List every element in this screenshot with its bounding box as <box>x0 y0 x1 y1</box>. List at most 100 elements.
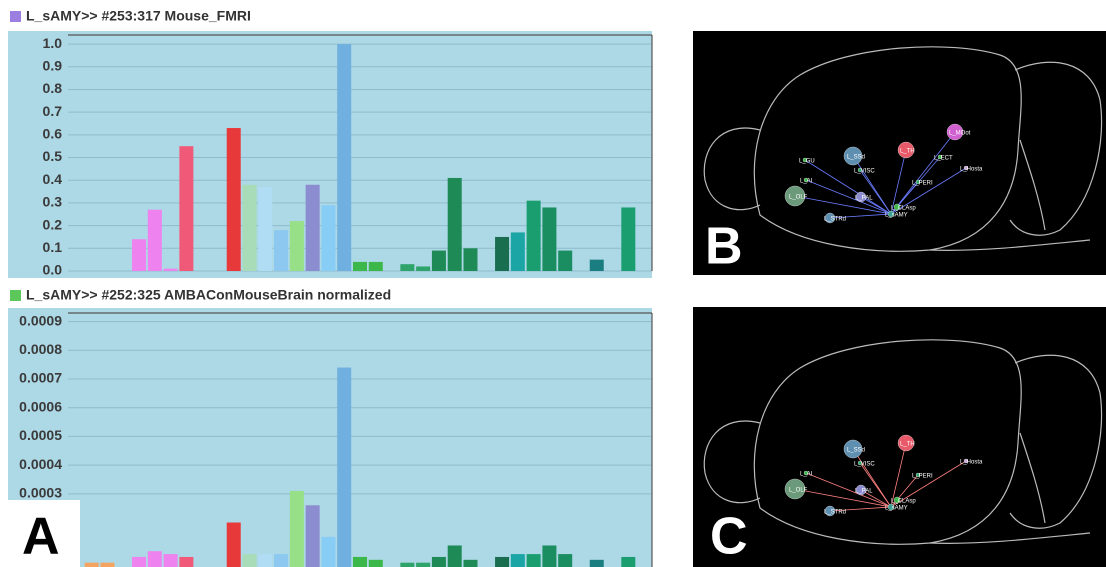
chart-title: L_sAMY>> #253:317 Mouse_FMRI <box>26 8 251 24</box>
y-tick-label: 0.3 <box>43 194 63 210</box>
bar <box>590 260 604 271</box>
bar <box>243 554 257 567</box>
y-tick-label: 0.0008 <box>19 341 62 357</box>
brain-panel: L_SSd L_VISC L_TH L_AI L_PERI L_Hosta L_PAL L_O… <box>693 307 1106 567</box>
y-tick-label: 0.2 <box>43 216 63 232</box>
panel-label: B <box>705 218 743 276</box>
node-label: L_PAL <box>855 196 873 202</box>
bar <box>353 557 367 567</box>
bar <box>132 557 146 567</box>
bar <box>337 44 351 271</box>
bar <box>511 554 525 567</box>
node-label: L_PAL <box>855 489 873 495</box>
node-label: L_SSd <box>847 155 865 161</box>
y-tick-label: 0.8 <box>43 80 63 96</box>
node-label: L_ECT <box>934 156 953 162</box>
bar <box>290 491 304 567</box>
bar <box>148 551 162 567</box>
bar <box>463 560 477 567</box>
bar <box>432 557 446 567</box>
bar <box>369 262 383 271</box>
bar <box>463 248 477 271</box>
y-tick-label: 0.0009 <box>19 312 62 328</box>
bar <box>400 563 414 567</box>
bar <box>227 128 241 271</box>
node-label: L_CLAsp <box>891 206 916 212</box>
bar <box>148 210 162 271</box>
node-label: L_sAMY <box>885 213 908 219</box>
node-label: L_SSd <box>847 448 865 454</box>
bar <box>321 537 335 567</box>
node-label: L_CLAsp <box>891 499 916 505</box>
node-label: L_OLF <box>789 195 808 201</box>
legend-swatch <box>10 290 21 301</box>
node-label: L_VISC <box>854 169 875 175</box>
bar <box>495 557 509 567</box>
bar <box>337 368 351 567</box>
bar <box>495 237 509 271</box>
bar <box>448 545 462 567</box>
node-label: L_AI <box>800 472 813 478</box>
node-label: L_GU <box>799 159 815 165</box>
bar <box>353 262 367 271</box>
bar <box>258 554 272 567</box>
bar <box>132 239 146 271</box>
bar <box>621 207 635 271</box>
node-label: L_PERI <box>912 474 933 480</box>
bar <box>527 201 541 271</box>
bar <box>558 554 572 567</box>
y-tick-label: 0.0007 <box>19 370 62 386</box>
bar <box>432 251 446 271</box>
bar <box>164 554 178 567</box>
bar <box>448 178 462 271</box>
bar <box>558 251 572 271</box>
node-label: L_sAMY <box>885 506 908 512</box>
bar <box>511 232 525 271</box>
bar <box>590 560 604 567</box>
panel-label: A <box>22 508 60 566</box>
y-tick-label: 0.0006 <box>19 398 62 414</box>
node-label: L_STRd <box>824 217 846 223</box>
chart-background <box>8 308 652 567</box>
y-tick-label: 0.9 <box>43 57 63 73</box>
y-tick-label: 0.6 <box>43 126 63 142</box>
node-label: L_OLF <box>789 488 808 494</box>
bar <box>621 557 635 567</box>
y-tick-label: 1.0 <box>43 35 63 51</box>
bar <box>369 560 383 567</box>
y-tick-label: 0.0004 <box>19 456 62 472</box>
bar <box>306 505 320 567</box>
bar <box>290 221 304 271</box>
bar <box>542 207 556 271</box>
node-label: L_VISC <box>854 462 875 468</box>
y-tick-label: 0.4 <box>43 171 63 187</box>
node-label: L_STRd <box>824 510 846 516</box>
node-label: L_MOot <box>949 131 971 137</box>
y-tick-label: 0.0 <box>43 262 63 278</box>
bar <box>416 266 430 271</box>
bar <box>85 563 99 567</box>
panel-label: C <box>710 508 748 566</box>
bar <box>527 554 541 567</box>
bar <box>321 205 335 271</box>
figure: L_sAMY>> #253:317 Mouse_FMRI0.00.10.20.3… <box>0 0 1106 567</box>
chart-title: L_sAMY>> #252:325 AMBAConMouseBrain norm… <box>26 287 391 303</box>
y-tick-label: 0.0003 <box>19 485 62 501</box>
node-label: L_Hosta <box>960 460 983 466</box>
bar <box>179 557 193 567</box>
node-label: L_TH <box>900 442 915 448</box>
bar <box>274 554 288 567</box>
bar <box>227 523 241 567</box>
bar <box>416 563 430 567</box>
node-label: L_TH <box>900 149 915 155</box>
y-tick-label: 0.0005 <box>19 427 62 443</box>
bar <box>274 230 288 271</box>
bar <box>258 187 272 271</box>
y-tick-label: 0.5 <box>43 148 63 164</box>
bar <box>306 185 320 271</box>
bar <box>164 269 178 271</box>
node-label: L_AI <box>800 179 813 185</box>
bar <box>400 264 414 271</box>
legend-swatch <box>10 11 21 22</box>
